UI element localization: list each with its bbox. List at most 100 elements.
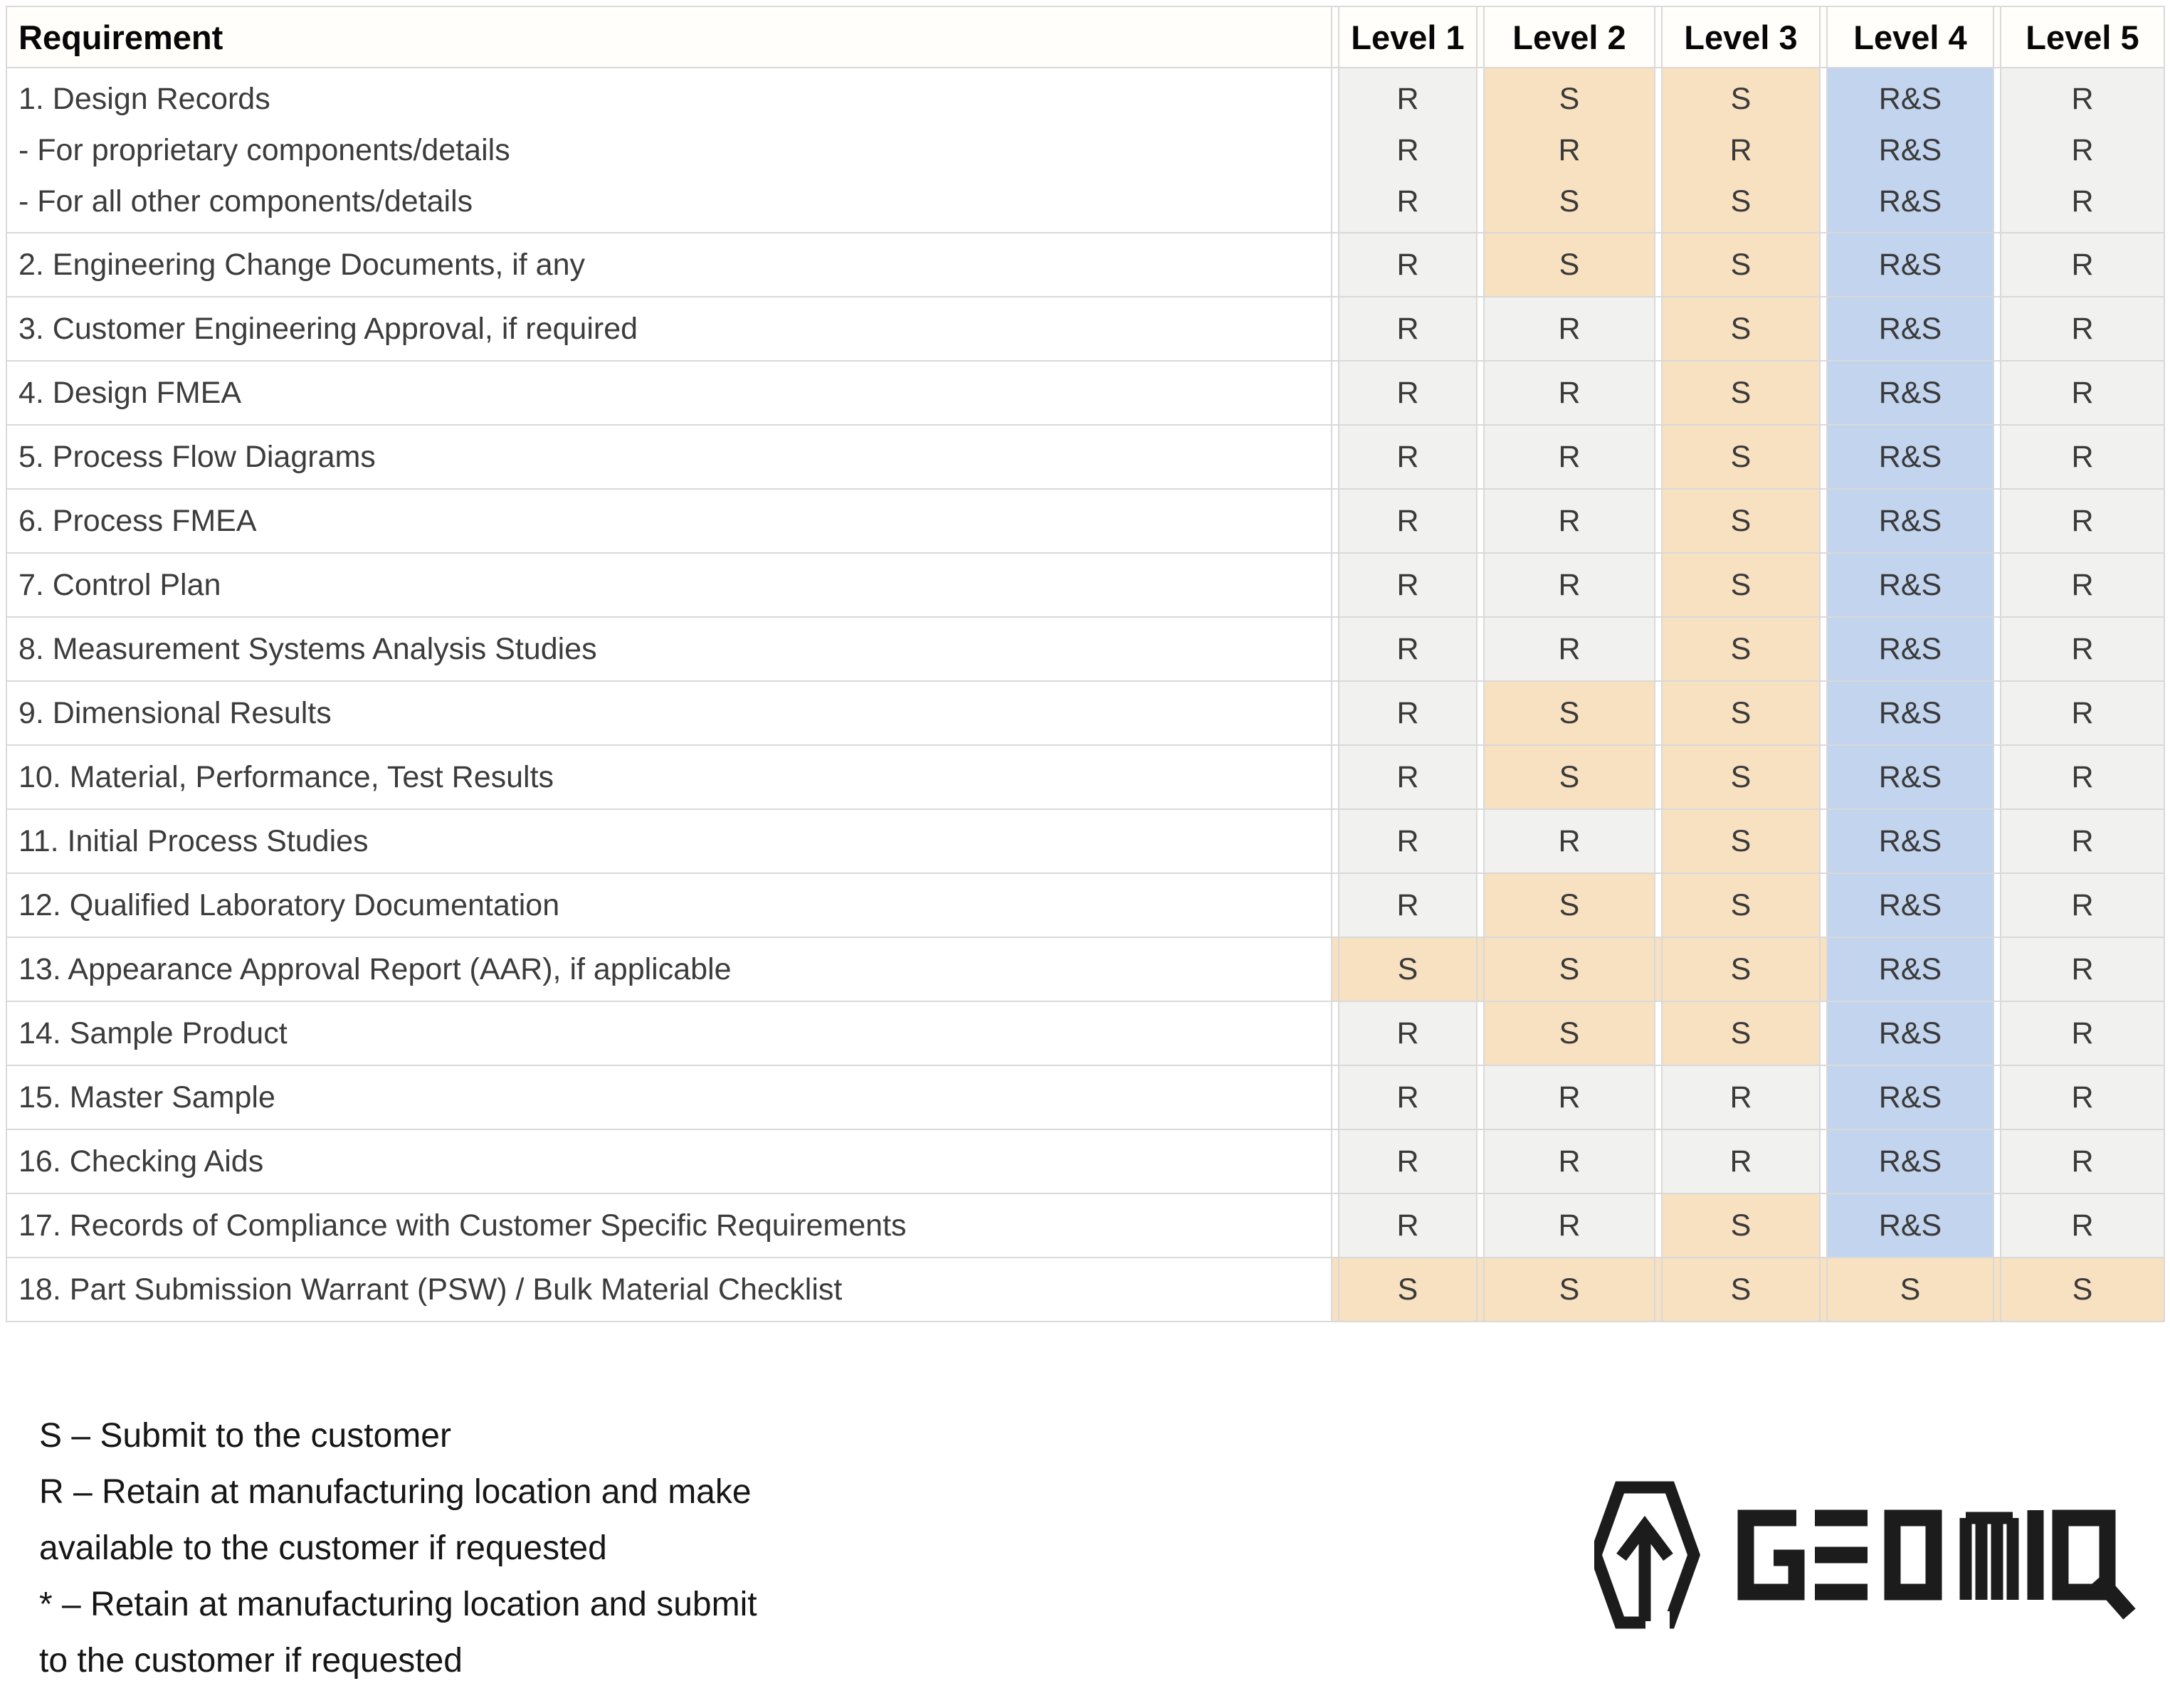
- spacer-cell: [1331, 873, 1339, 938]
- spacer-cell: [1819, 1129, 1828, 1194]
- level-cell: R: [1483, 552, 1655, 618]
- header-spacer: [1654, 6, 1663, 68]
- level-cell: S: [1661, 680, 1821, 746]
- requirement-cell: 3. Customer Engineering Approval, if req…: [6, 296, 1332, 362]
- spacer-cell: [1331, 424, 1339, 490]
- level-cell: R: [1483, 1193, 1655, 1258]
- level-cell: R: [1483, 296, 1655, 362]
- spacer-cell: [1993, 808, 2001, 874]
- spacer-cell: [1654, 1001, 1663, 1066]
- table-row: 6. Process FMEA R R S R&S R: [6, 488, 2165, 554]
- requirement-cell: 16. Checking Aids: [6, 1129, 1332, 1194]
- spacer-cell: [1654, 488, 1663, 554]
- level-cell: R: [2000, 1001, 2165, 1066]
- spacer-cell: [1993, 1193, 2001, 1258]
- spacer-cell: [1819, 296, 1828, 362]
- spacer-cell: [1331, 488, 1339, 554]
- level-cell: R&S: [1826, 1193, 1994, 1258]
- geomiq-wordmark: [1737, 1509, 2136, 1620]
- spacer-cell: [1331, 67, 1339, 233]
- spacer-cell: [1819, 937, 1828, 1002]
- table-row: 12. Qualified Laboratory Documentation R S…: [6, 873, 2165, 938]
- level-cell: R: [1338, 744, 1478, 810]
- spacer-cell: [1654, 232, 1663, 297]
- header-spacer: [1819, 6, 1828, 68]
- ppap-requirements-table: Requirement Level 1 Level 2 Level 3 Leve…: [6, 6, 2165, 1322]
- spacer-cell: [1819, 744, 1828, 810]
- spacer-cell: [1476, 296, 1485, 362]
- spacer-cell: [1819, 232, 1828, 297]
- spacer-cell: [1993, 680, 2001, 746]
- level-cell: R&S: [1826, 360, 1994, 426]
- table-row: 8. Measurement Systems Analysis Studies R…: [6, 616, 2165, 682]
- spacer-cell: [1993, 296, 2001, 362]
- spacer-cell: [1993, 937, 2001, 1002]
- table-row: 11. Initial Process Studies R R S R&S R: [6, 808, 2165, 874]
- spacer-cell: [1819, 808, 1828, 874]
- spacer-cell: [1993, 67, 2001, 233]
- spacer-cell: [1819, 1193, 1828, 1258]
- spacer-cell: [1476, 232, 1485, 297]
- level-cell: R&S: [1826, 1129, 1994, 1194]
- spacer-cell: [1654, 873, 1663, 938]
- spacer-cell: [1476, 1065, 1485, 1130]
- level-cell: R: [2000, 616, 2165, 682]
- spacer-cell: [1654, 1065, 1663, 1130]
- level-cell: R&S: [1826, 873, 1994, 938]
- geomiq-logo-svg: [1594, 1481, 2136, 1630]
- level-cell: R: [2000, 1065, 2165, 1130]
- spacer-cell: [1476, 424, 1485, 490]
- level-cell: R&S: [1826, 808, 1994, 874]
- spacer-cell: [1476, 1193, 1485, 1258]
- level-cell: R: [1661, 1129, 1821, 1194]
- spacer-cell: [1331, 680, 1339, 746]
- requirement-cell: 5. Process Flow Diagrams: [6, 424, 1332, 490]
- level-cell: R R R: [1338, 67, 1478, 233]
- spacer-cell: [1476, 552, 1485, 618]
- level-cell: R: [2000, 1193, 2165, 1258]
- spacer-cell: [1654, 424, 1663, 490]
- level-cell: S: [1661, 1257, 1821, 1322]
- level-cell: S: [1661, 1193, 1821, 1258]
- header-spacer: [1476, 6, 1485, 68]
- spacer-cell: [1476, 1001, 1485, 1066]
- spacer-cell: [1331, 1129, 1339, 1194]
- level-cell: R: [2000, 296, 2165, 362]
- level-cell: R: [1483, 424, 1655, 490]
- level-cell: S: [1661, 296, 1821, 362]
- level-cell: S: [1661, 232, 1821, 297]
- level-cell: R R R: [2000, 67, 2165, 233]
- requirement-cell: 15. Master Sample: [6, 1065, 1332, 1130]
- spacer-cell: [1819, 873, 1828, 938]
- header-level-3: Level 3: [1661, 6, 1821, 68]
- level-cell: R&S: [1826, 1001, 1994, 1066]
- level-cell: R: [1338, 1001, 1478, 1066]
- table-row: 2. Engineering Change Documents, if any R…: [6, 232, 2165, 297]
- level-cell: R: [2000, 424, 2165, 490]
- table-body: 1. Design Records - For proprietary comp…: [6, 67, 2165, 1322]
- spacer-cell: [1993, 744, 2001, 810]
- level-cell: R: [1338, 552, 1478, 618]
- level-cell: R: [1483, 1065, 1655, 1130]
- level-cell: R: [1483, 1129, 1655, 1194]
- level-cell: S: [1661, 488, 1821, 554]
- level-cell: R: [1338, 360, 1478, 426]
- level-cell: R: [1483, 488, 1655, 554]
- spacer-cell: [1993, 1001, 2001, 1066]
- table-row: 14. Sample Product R S S R&S R: [6, 1001, 2165, 1066]
- level-cell: S: [1483, 1001, 1655, 1066]
- spacer-cell: [1476, 360, 1485, 426]
- requirement-cell: 6. Process FMEA: [6, 488, 1332, 554]
- spacer-cell: [1993, 1129, 2001, 1194]
- level-cell: S: [1483, 937, 1655, 1002]
- level-cell: S: [1661, 360, 1821, 426]
- table-row: 9. Dimensional Results R S S R&S R: [6, 680, 2165, 746]
- spacer-cell: [1993, 1257, 2001, 1322]
- level-cell: R&S: [1826, 1065, 1994, 1130]
- level-cell: S: [1338, 937, 1478, 1002]
- spacer-cell: [1654, 937, 1663, 1002]
- header-requirement: Requirement: [6, 6, 1332, 68]
- spacer-cell: [1331, 1193, 1339, 1258]
- spacer-cell: [1654, 296, 1663, 362]
- spacer-cell: [1993, 552, 2001, 618]
